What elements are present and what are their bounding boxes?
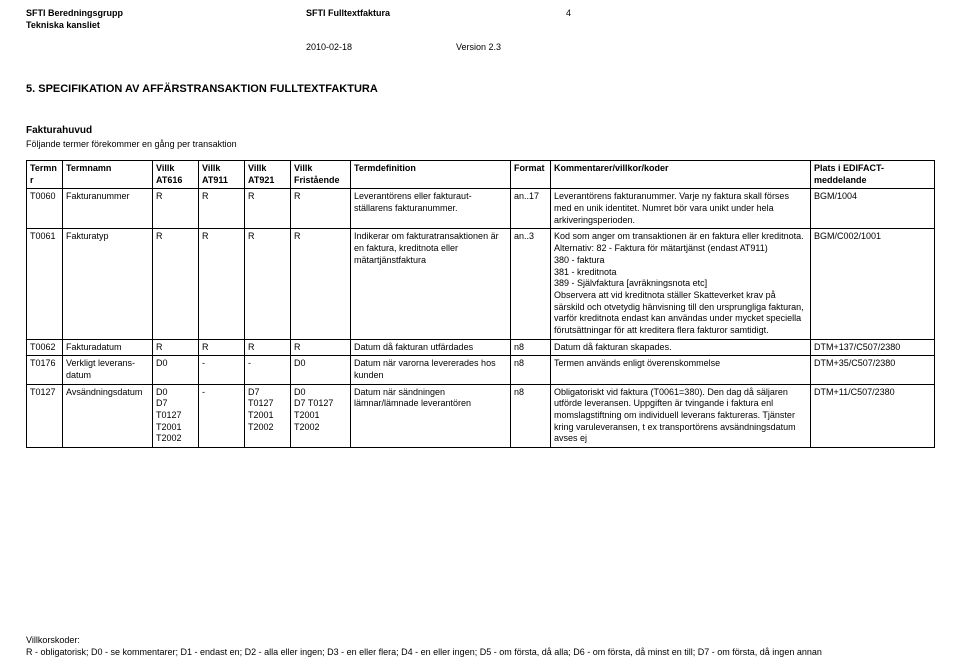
- cell-v911: R: [199, 339, 245, 356]
- th-kommentarer: Kommentarer/villkor/koder: [551, 161, 811, 189]
- spec-table-body: T0060FakturanummerRRRRLeverantörens elle…: [27, 189, 935, 448]
- cell-plats: DTM+35/C507/2380: [811, 356, 935, 384]
- th-termdef: Termdefinition: [351, 161, 511, 189]
- th-villk-at911-b: AT911: [202, 175, 228, 185]
- page: SFTI Beredningsgrupp Tekniska kansliet S…: [0, 0, 960, 667]
- th-villk-fri-a: Villk: [294, 163, 312, 173]
- header-org-line2: Tekniska kansliet: [26, 20, 123, 32]
- cell-termnr: T0060: [27, 189, 63, 229]
- cell-v616: D0D7 T0127T2001T2002: [153, 384, 199, 447]
- th-villk-at616-a: Villk: [156, 163, 174, 173]
- header-title: SFTI Fulltextfaktura: [306, 8, 390, 20]
- footer-text: R - obligatorisk; D0 - se kommentarer; D…: [26, 647, 934, 659]
- table-row: T0062FakturadatumRRRRDatum då fakturan u…: [27, 339, 935, 356]
- cell-termnamn: Fakturadatum: [63, 339, 153, 356]
- cell-kommentarer: Kod som anger om transaktionen är en fak…: [551, 229, 811, 339]
- cell-v911: -: [199, 356, 245, 384]
- cell-v911: R: [199, 229, 245, 339]
- cell-termnr: T0176: [27, 356, 63, 384]
- cell-termnamn: Fakturanummer: [63, 189, 153, 229]
- subsection: Fakturahuvud Följande termer förekommer …: [26, 124, 237, 151]
- subsection-heading: Fakturahuvud: [26, 124, 237, 137]
- cell-v616: R: [153, 189, 199, 229]
- th-format: Format: [511, 161, 551, 189]
- header-version: Version 2.3: [456, 42, 501, 54]
- footer-title: Villkorskoder:: [26, 635, 934, 647]
- cell-kommentarer: Termen används enligt överenskommelse: [551, 356, 811, 384]
- header-pagenum: 4: [566, 8, 571, 20]
- th-villk-fri-b: Fristående: [294, 175, 340, 185]
- th-villk-fri: Villk Fristående: [291, 161, 351, 189]
- header-org-line1: SFTI Beredningsgrupp: [26, 8, 123, 20]
- th-plats: Plats i EDIFACT-meddelande: [811, 161, 935, 189]
- cell-termnamn: Avsändningsdatum: [63, 384, 153, 447]
- cell-v921: R: [245, 339, 291, 356]
- cell-plats: BGM/C002/1001: [811, 229, 935, 339]
- header-org: SFTI Beredningsgrupp Tekniska kansliet: [26, 8, 123, 31]
- cell-v921: -: [245, 356, 291, 384]
- th-villk-at911: Villk AT911: [199, 161, 245, 189]
- subsection-note: Följande termer förekommer en gång per t…: [26, 139, 237, 151]
- cell-plats: BGM/1004: [811, 189, 935, 229]
- cell-format: n8: [511, 356, 551, 384]
- cell-format: an..3: [511, 229, 551, 339]
- cell-termdef: Datum då fakturan utfärdades: [351, 339, 511, 356]
- th-villk-at921-b: AT921: [248, 175, 274, 185]
- header-date: 2010-02-18: [306, 42, 352, 54]
- cell-format: n8: [511, 384, 551, 447]
- cell-v616: D0: [153, 356, 199, 384]
- cell-termnr: T0061: [27, 229, 63, 339]
- footer: Villkorskoder: R - obligatorisk; D0 - se…: [26, 635, 934, 659]
- th-villk-at616-b: AT616: [156, 175, 182, 185]
- cell-vfri: D0D7 T0127T2001T2002: [291, 384, 351, 447]
- cell-plats: DTM+11/C507/2380: [811, 384, 935, 447]
- th-termnamn: Termnamn: [63, 161, 153, 189]
- cell-v921: D7 T0127T2001T2002: [245, 384, 291, 447]
- th-villk-at921-a: Villk: [248, 163, 266, 173]
- cell-termnr: T0062: [27, 339, 63, 356]
- table-row: T0060FakturanummerRRRRLeverantörens elle…: [27, 189, 935, 229]
- cell-vfri: R: [291, 189, 351, 229]
- cell-v921: R: [245, 229, 291, 339]
- cell-kommentarer: Leverantörens fakturanummer. Varje ny fa…: [551, 189, 811, 229]
- cell-termdef: Indikerar om fakturatransaktionen är en …: [351, 229, 511, 339]
- table-row: T0061FakturatypRRRRIndikerar om fakturat…: [27, 229, 935, 339]
- cell-kommentarer: Obligatoriskt vid faktura (T0061=380). D…: [551, 384, 811, 447]
- cell-v911: R: [199, 189, 245, 229]
- cell-vfri: R: [291, 229, 351, 339]
- cell-v921: R: [245, 189, 291, 229]
- cell-v616: R: [153, 229, 199, 339]
- table-row: T0127AvsändningsdatumD0D7 T0127T2001T200…: [27, 384, 935, 447]
- table-header-row: Termnr Termnamn Villk AT616 Villk AT911 …: [27, 161, 935, 189]
- spec-table: Termnr Termnamn Villk AT616 Villk AT911 …: [26, 160, 935, 448]
- cell-termdef: Leverantörens eller fakturaut-ställarens…: [351, 189, 511, 229]
- cell-vfri: R: [291, 339, 351, 356]
- th-villk-at911-a: Villk: [202, 163, 220, 173]
- section-title: 5. SPECIFIKATION AV AFFÄRSTRANSAKTION FU…: [26, 82, 378, 96]
- cell-kommentarer: Datum då fakturan skapades.: [551, 339, 811, 356]
- table-row: T0176Verkligt leverans-datumD0--D0Datum …: [27, 356, 935, 384]
- cell-termdef: Datum när sändningen lämnar/lämnade leve…: [351, 384, 511, 447]
- cell-termdef: Datum när varorna levererades hos kunden: [351, 356, 511, 384]
- cell-v616: R: [153, 339, 199, 356]
- th-villk-at616: Villk AT616: [153, 161, 199, 189]
- cell-termnr: T0127: [27, 384, 63, 447]
- cell-v911: -: [199, 384, 245, 447]
- cell-vfri: D0: [291, 356, 351, 384]
- cell-format: n8: [511, 339, 551, 356]
- cell-plats: DTM+137/C507/2380: [811, 339, 935, 356]
- cell-termnamn: Fakturatyp: [63, 229, 153, 339]
- th-termnr: Termnr: [27, 161, 63, 189]
- th-villk-at921: Villk AT921: [245, 161, 291, 189]
- cell-termnamn: Verkligt leverans-datum: [63, 356, 153, 384]
- table-container: Termnr Termnamn Villk AT616 Villk AT911 …: [26, 160, 934, 448]
- cell-format: an..17: [511, 189, 551, 229]
